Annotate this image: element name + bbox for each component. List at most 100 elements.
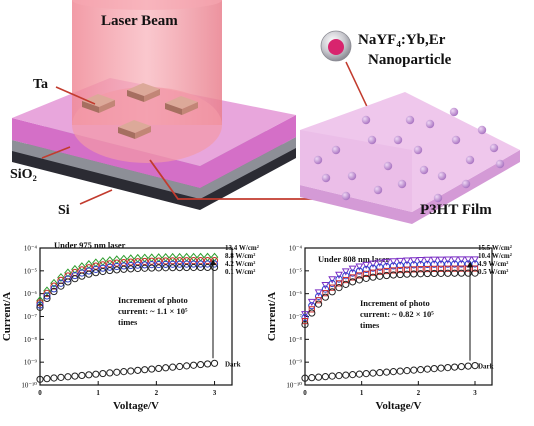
chart-808nm: 0 1 2 3 10⁻¹⁰ 10⁻⁹ 10⁻⁸ 10⁻⁷ 10⁻⁶ 10⁻⁵ 10⁻⁴ Voltage… (266, 244, 512, 412)
data-point (169, 363, 177, 371)
data-point (134, 258, 142, 266)
nanoparticle-beads (313, 107, 505, 203)
ta-pad (165, 96, 198, 115)
data-point (451, 265, 458, 272)
data-point (471, 361, 479, 370)
data-point (162, 257, 170, 265)
data-point (417, 366, 425, 374)
nanoparticle-bead (347, 171, 357, 181)
nanoparticle-bead (405, 115, 415, 125)
series-2 (36, 260, 219, 309)
nanoparticle-bead (425, 119, 435, 129)
data-point (321, 285, 329, 293)
data-point (348, 265, 357, 273)
data-point (190, 263, 198, 272)
si-label: Si (58, 203, 70, 218)
data-point (382, 258, 391, 267)
data-point (403, 270, 411, 278)
data-point (315, 373, 323, 381)
data-point (437, 260, 445, 268)
x-tick-label: 3 (473, 389, 477, 397)
nanoparticle-bead (367, 135, 377, 145)
data-point (176, 260, 184, 268)
data-point (183, 263, 191, 272)
data-point (99, 267, 107, 276)
data-point (409, 257, 418, 265)
device-film-layer (12, 115, 296, 188)
data-point (92, 265, 100, 273)
data-point (383, 368, 391, 376)
series-label: 0.5 W/cm² (478, 268, 508, 276)
data-point (376, 268, 383, 275)
data-point (78, 269, 86, 277)
data-point (423, 260, 431, 269)
y-tick-label: 10⁻⁵ (24, 267, 38, 275)
data-point (342, 276, 349, 284)
series-label: 4.9 W/cm² (478, 260, 508, 268)
data-point (196, 360, 205, 369)
data-point (203, 360, 212, 368)
x-axis-label: Voltage/V (375, 400, 421, 412)
ta-pad (127, 83, 160, 102)
y-tick-label: 10⁻⁶ (24, 290, 38, 298)
data-point (430, 256, 439, 264)
series-label: Dark (225, 360, 241, 368)
nanoparticle-bead (477, 125, 487, 135)
data-point (383, 271, 391, 280)
increment-text: current: ~ 1.1 × 10⁵ (118, 306, 188, 316)
data-point (457, 362, 465, 371)
data-point (321, 281, 330, 290)
data-point (99, 264, 107, 272)
data-point (328, 288, 336, 296)
data-point (464, 256, 473, 264)
laser-beam-label: Laser Beam (101, 13, 178, 29)
data-point (471, 265, 479, 272)
data-point (355, 263, 364, 271)
data-point (355, 370, 363, 378)
data-point (141, 366, 149, 374)
data-point (301, 314, 309, 322)
data-point (43, 289, 51, 297)
data-point (437, 269, 445, 277)
x-axis-label: Voltage/V (113, 400, 159, 412)
data-point (176, 263, 184, 272)
nanoparticle-word: Nanoparticle (368, 52, 452, 68)
series-2 (301, 265, 479, 325)
data-point (443, 256, 452, 264)
y-tick-label: 10⁻⁷ (289, 313, 303, 321)
data-point (162, 264, 170, 272)
data-point (396, 261, 404, 270)
x-tick-label: 2 (417, 389, 421, 397)
data-point (120, 265, 128, 273)
y-tick-label: 10⁻⁸ (24, 336, 38, 344)
data-point (376, 272, 384, 280)
data-point (134, 264, 142, 273)
data-point (410, 366, 418, 374)
data-point (396, 367, 404, 375)
increment-arrowhead (210, 259, 216, 266)
x-tick-label: 0 (38, 389, 42, 397)
series-label: 4.2 W/cm² (225, 260, 255, 268)
data-point (315, 297, 322, 304)
data-point (99, 369, 107, 378)
data-point (349, 274, 356, 281)
x-tick-label: 1 (96, 389, 100, 397)
nanoparticle-bead (341, 191, 351, 201)
data-point (315, 292, 323, 300)
data-point (369, 269, 377, 276)
increment-text: times (118, 317, 138, 327)
data-point (148, 365, 156, 373)
data-point (321, 293, 329, 301)
x-tick-label: 2 (155, 389, 159, 397)
series-label: 0.1 W/cm² (225, 268, 255, 276)
y-tick-label: 10⁻⁴ (24, 245, 38, 253)
data-point (113, 266, 121, 274)
si-layer (12, 147, 296, 210)
data-point (196, 260, 205, 268)
data-point (315, 300, 323, 308)
data-point (383, 262, 391, 271)
data-point (444, 260, 452, 268)
data-point (190, 361, 198, 369)
data-point (457, 269, 465, 277)
data-point (190, 260, 198, 268)
